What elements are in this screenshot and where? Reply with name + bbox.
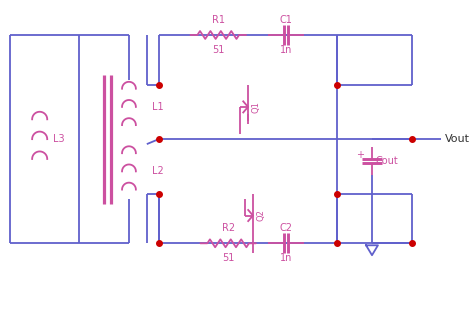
Text: C1: C1 bbox=[279, 15, 292, 25]
Text: R2: R2 bbox=[222, 223, 235, 233]
Text: Q1: Q1 bbox=[252, 101, 261, 113]
Text: Vout: Vout bbox=[445, 134, 469, 144]
Text: 1n: 1n bbox=[280, 253, 292, 263]
Text: L2: L2 bbox=[152, 166, 164, 176]
Text: Q2: Q2 bbox=[257, 209, 266, 221]
Text: +: + bbox=[356, 150, 364, 160]
Text: R1: R1 bbox=[212, 15, 225, 25]
Text: Cout: Cout bbox=[376, 156, 399, 166]
Text: 51: 51 bbox=[222, 253, 234, 263]
Text: L3: L3 bbox=[53, 134, 64, 144]
Text: L1: L1 bbox=[152, 102, 164, 112]
Text: 1n: 1n bbox=[280, 45, 292, 55]
Text: C2: C2 bbox=[279, 223, 292, 233]
Text: 51: 51 bbox=[212, 45, 224, 55]
